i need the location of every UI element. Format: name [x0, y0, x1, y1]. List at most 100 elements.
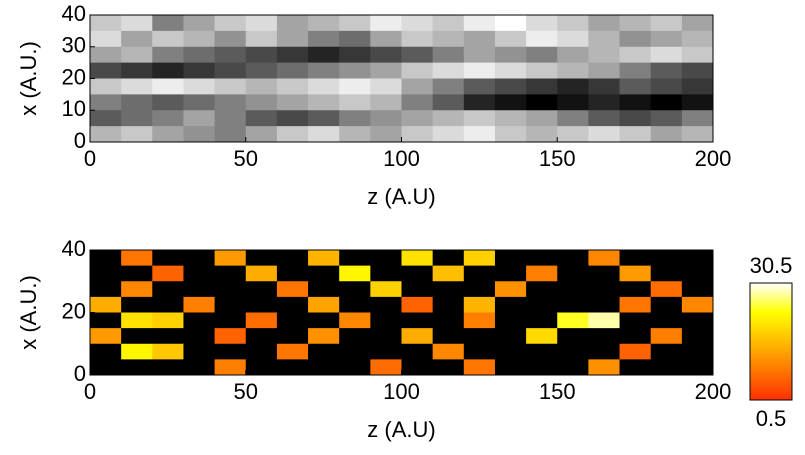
heatmap-cell — [183, 281, 216, 298]
heatmap-cell — [463, 94, 496, 111]
heatmap-cell — [494, 30, 527, 48]
heatmap-cell — [650, 126, 683, 143]
heatmap-cell — [432, 312, 465, 329]
heatmap-cell — [588, 359, 621, 376]
heatmap-cell — [90, 126, 122, 143]
heatmap-cell — [432, 250, 465, 267]
heatmap-cell — [557, 296, 589, 313]
heatmap-cell — [588, 62, 621, 79]
heatmap-cell — [401, 343, 434, 360]
heatmap-cell — [121, 78, 153, 95]
heatmap-cell — [276, 126, 309, 143]
y-tick-label: 20 — [62, 64, 86, 89]
heatmap-cell — [152, 250, 184, 267]
heatmap-cell — [214, 265, 247, 282]
heatmap-cell — [526, 62, 558, 79]
heatmap-cell — [432, 359, 465, 376]
heatmap-cell — [681, 359, 714, 376]
heatmap-cell — [619, 296, 652, 313]
heatmap-cell — [245, 250, 278, 267]
y-tick-label: 0 — [74, 361, 86, 386]
heatmap-cell — [370, 15, 402, 32]
heatmap-cell — [588, 265, 621, 282]
heatmap-cell — [276, 265, 309, 282]
heatmap-cell — [90, 250, 122, 267]
heatmap-cell — [245, 312, 278, 329]
heatmap-cell — [339, 46, 371, 64]
y-tick-label: 10 — [62, 96, 86, 121]
heatmap-cell — [401, 312, 434, 329]
heatmap-cell — [276, 343, 309, 360]
heatmap-cell — [276, 359, 309, 376]
heatmap-cell — [121, 296, 153, 313]
heatmap-cell — [152, 328, 184, 345]
heatmap-cell — [370, 30, 402, 48]
heatmap-cell — [526, 265, 558, 282]
heatmap-cell — [619, 312, 652, 329]
heatmap-cell — [494, 359, 527, 376]
y-tick-label: 20 — [62, 298, 86, 323]
heatmap-cell — [557, 110, 589, 127]
heatmap-cell — [619, 94, 652, 111]
heatmap-cell — [557, 343, 589, 360]
heatmap-cell — [276, 296, 309, 313]
heatmap-cell — [432, 62, 465, 79]
heatmap-cell — [339, 296, 371, 313]
heatmap-cell — [152, 359, 184, 376]
x-tick-label: 200 — [695, 146, 732, 171]
heatmap-cell — [526, 343, 558, 360]
heatmap-cell — [588, 281, 621, 298]
heatmap-cell — [681, 78, 714, 95]
heatmap-cell — [494, 296, 527, 313]
heatmap-cell — [276, 110, 309, 127]
x-tick-label: 0 — [84, 379, 96, 404]
heatmap-cell — [152, 281, 184, 298]
heatmap-cell — [588, 94, 621, 111]
heatmap-cell — [401, 265, 434, 282]
heatmap-cell — [152, 296, 184, 313]
heatmap-cell — [526, 110, 558, 127]
heatmap-cell — [183, 250, 216, 267]
heatmap-cell — [339, 265, 371, 282]
heatmap-cell — [90, 359, 122, 376]
heatmap-cell — [494, 78, 527, 95]
heatmap-cell — [152, 46, 184, 64]
heatmap-cell — [619, 328, 652, 345]
heatmap-cell — [245, 281, 278, 298]
heatmap-cell — [245, 343, 278, 360]
heatmap-cell — [401, 15, 434, 32]
heatmap-cell — [152, 126, 184, 143]
heatmap-cell — [681, 126, 714, 143]
heatmap-cell — [650, 281, 683, 298]
heatmap-cell — [557, 78, 589, 95]
heatmap-cell — [401, 296, 434, 313]
heatmap-cell — [339, 110, 371, 127]
heatmap-cell — [681, 62, 714, 79]
heatmap-cell — [681, 110, 714, 127]
heatmap-cell — [619, 281, 652, 298]
heatmap-cell — [681, 281, 714, 298]
heatmap-cell — [432, 30, 465, 48]
heatmap-cell — [588, 46, 621, 64]
heatmap-cell — [619, 359, 652, 376]
heatmap-cell — [588, 15, 621, 32]
heatmap-cell — [245, 265, 278, 282]
y-tick-label: 40 — [62, 236, 86, 261]
heatmap-cell — [463, 30, 496, 48]
heatmap-cell — [245, 94, 278, 111]
heatmap-cell — [183, 110, 216, 127]
heatmap-cell — [339, 250, 371, 267]
heatmap-cell — [152, 110, 184, 127]
heatmap-cell — [432, 94, 465, 111]
heatmap-cell — [339, 62, 371, 79]
heatmap-cell — [557, 328, 589, 345]
heatmap-cell — [121, 30, 153, 48]
heatmap-cell — [121, 265, 153, 282]
heatmap-cell — [214, 62, 247, 79]
heatmap-cell — [339, 343, 371, 360]
heatmap-cell — [432, 281, 465, 298]
heatmap-cell — [183, 94, 216, 111]
heatmap-cell — [121, 126, 153, 143]
heatmap-cell — [183, 359, 216, 376]
x-tick-label: 50 — [234, 146, 258, 171]
